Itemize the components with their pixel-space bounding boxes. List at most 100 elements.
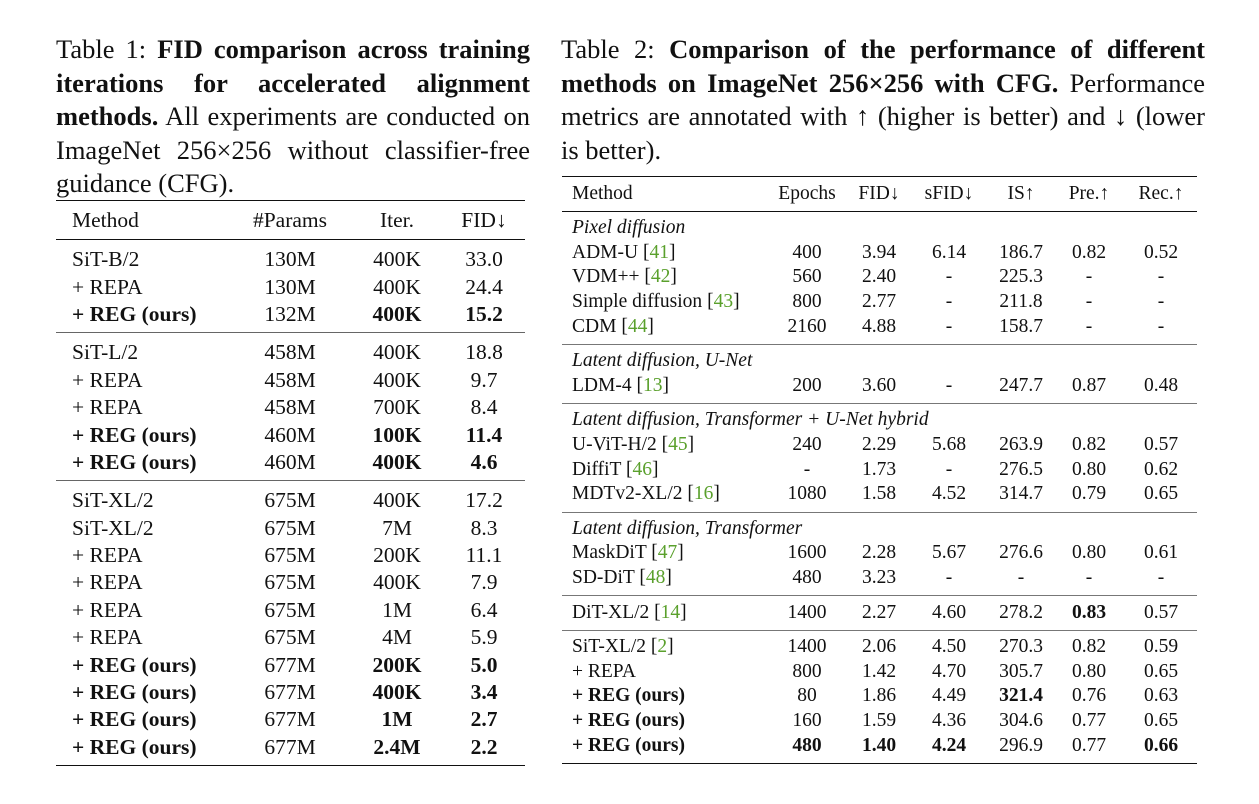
table-cell: - (945, 567, 953, 589)
table-cell: 677M (264, 680, 316, 705)
table-cell: 4.88 (861, 315, 897, 337)
table-cell: 5.68 (931, 434, 967, 456)
method-cell: ADM-U [41] (572, 241, 676, 263)
table-cell: - (945, 374, 953, 396)
table-cell: SiT-XL/2 (56, 480, 229, 515)
method-cell: CDM [44] (572, 315, 654, 337)
table-cell: 458M (264, 367, 316, 392)
table-row: + REG (ours) 160 1.59 4.36 304.6 0.77 0.65 (562, 709, 1197, 734)
table2-group: Latent diffusion, Transformer + U-Net hy… (562, 403, 1197, 512)
table-cell: 276.6 (999, 542, 1043, 564)
table-row: + REG (ours) 677M 200K 5.0 (56, 651, 525, 678)
table-cell: 400K (373, 570, 421, 595)
method-cell: Simple diffusion [43] (572, 291, 740, 313)
table-row: MDTv2-XL/2 [16] 1080 1.58 4.52 314.7 0.79 0.65 (562, 482, 1197, 512)
table-cell: - (1157, 567, 1165, 589)
table-cell: 4M (382, 625, 412, 650)
table1-group: SiT-L/2 458M 400K 18.8 + REPA 458M 400K 9.7 + RE… (56, 332, 525, 481)
citation-link: 47 (657, 542, 678, 564)
table-cell: 400K (351, 480, 443, 515)
method-cell: MDTv2-XL/2 [16] (572, 483, 720, 505)
table-row: SiT-B/2 130M 400K 33.0 (56, 240, 525, 274)
table-cell: 2.2 (470, 734, 498, 759)
table-cell: 8.3 (470, 515, 498, 540)
table-cell: 3.4 (470, 680, 498, 705)
table-cell: 800 (792, 291, 822, 313)
table-cell: 1.86 (861, 685, 897, 707)
table-cell: 247.7 (999, 374, 1043, 396)
table-cell: 200 (792, 374, 822, 396)
table-cell: SiT-B/2 (72, 247, 140, 272)
table-cell: 700K (373, 395, 421, 420)
table-cell: 33.0 (465, 247, 503, 272)
table-cell: 677M (264, 734, 316, 759)
table-cell: 0.77 (1071, 734, 1107, 756)
table-row: + REG (ours) 677M 2.4M 2.2 (56, 734, 525, 766)
table-cell: 130M (264, 274, 316, 299)
table-cell: 321.4 (999, 685, 1043, 707)
table1-header-cell: Method (56, 200, 229, 240)
method-name: Simple diffusion (572, 291, 703, 313)
table-cell: - (1157, 315, 1165, 337)
table-cell: - (1085, 266, 1093, 288)
table-cell: 0.65 (1143, 660, 1179, 682)
table-cell: 480 (792, 734, 822, 756)
citation-link: 46 (632, 458, 653, 480)
table-cell: 1M (382, 597, 412, 622)
method-cell: + REG (ours) (562, 684, 765, 709)
table-cell: + REPA (72, 543, 143, 568)
table2-header-cell: Rec.↑ (1125, 176, 1197, 212)
table-cell: 5.9 (470, 625, 498, 650)
table-cell: 458M (229, 332, 351, 367)
method-name: + REPA (572, 660, 636, 682)
table-cell: 6.14 (931, 241, 967, 263)
citation-link: 42 (650, 266, 671, 288)
table-row: ADM-U [41] 400 3.94 6.14 186.7 0.82 0.52 (562, 241, 1197, 266)
table-row: + REPA 675M 1M 6.4 (56, 597, 525, 624)
table-cell: - (945, 315, 953, 337)
table-cell: + REG (ours) (72, 449, 197, 474)
table-cell: 400K (373, 274, 421, 299)
method-name: SD-DiT (572, 567, 635, 589)
table-cell: - (1085, 567, 1093, 589)
table-cell: 458M (264, 395, 316, 420)
method-name: DiffiT (572, 458, 622, 480)
citation-link: 45 (668, 434, 688, 456)
table-cell: 2.29 (861, 434, 897, 456)
table2-group: Pixel diffusion ADM-U [41] 400 3.94 6.14 186.… (562, 212, 1197, 345)
table-cell: 0.76 (1071, 685, 1107, 707)
table-cell: 11.4 (465, 422, 503, 447)
table-cell: 1.59 (861, 709, 897, 731)
table1-label: Table 1: (56, 34, 147, 64)
table2-header-cell: Pre.↑ (1053, 176, 1125, 212)
table-cell: 0.82 (1071, 434, 1107, 456)
method-name: MaskDiT (572, 542, 647, 564)
table-cell: + REPA (72, 570, 143, 595)
table1-header-cell: FID↓ (443, 200, 525, 240)
section-label: Pixel diffusion (572, 217, 686, 239)
section-label: Latent diffusion, Transformer (562, 511, 1197, 542)
table-cell: + REG (ours) (72, 680, 197, 705)
table1: Method #Params Iter. FID↓ SiT-B/2 130M 400… (56, 200, 525, 767)
table-cell: - (945, 291, 953, 313)
table2-header-cell: IS↑ (989, 176, 1053, 212)
table-cell: + REG (ours) (72, 707, 197, 732)
table-row: VDM++ [42] 560 2.40 - 225.3 - - (562, 265, 1197, 290)
section-row: Pixel diffusion (562, 212, 1197, 241)
table2-header-cell: Method (562, 176, 765, 212)
table-row: + REPA 675M 200K 11.1 (56, 542, 525, 569)
table-cell: 800 (792, 660, 822, 682)
table-cell: 17.2 (443, 480, 525, 515)
table-cell: + REPA (72, 395, 143, 420)
table-cell: 200K (372, 652, 422, 677)
table-cell: 2.27 (849, 595, 909, 631)
table-row: SiT-XL/2 [2] 1400 2.06 4.50 270.3 0.82 0.59 (562, 629, 1197, 660)
table-cell: 675M (264, 543, 316, 568)
table1-header-row: Method #Params Iter. FID↓ (56, 200, 525, 240)
table-cell: + REPA (72, 597, 143, 622)
table-cell: 0.80 (1071, 458, 1107, 480)
table-row: MaskDiT [47] 1600 2.28 5.67 276.6 0.80 0.61 (562, 541, 1197, 566)
table1-group: SiT-B/2 130M 400K 33.0 + REPA 130M 400K 24.4 + R… (56, 240, 525, 333)
table-cell: 0.62 (1143, 458, 1179, 480)
table-row: SiT-XL/2 675M 7M 8.3 (56, 515, 525, 542)
